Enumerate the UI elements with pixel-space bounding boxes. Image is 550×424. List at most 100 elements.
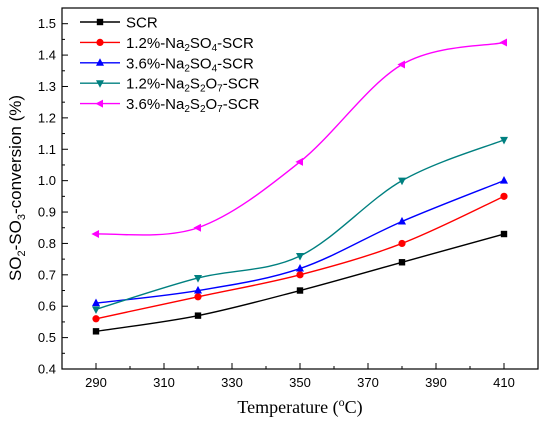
y-axis-title-part: SO bbox=[6, 256, 25, 281]
data-point bbox=[295, 157, 303, 166]
y-tick-label: 0.6 bbox=[38, 299, 56, 314]
y-tick-label: 1.4 bbox=[38, 48, 56, 63]
legend-text-part: S bbox=[190, 76, 200, 93]
data-point bbox=[398, 239, 406, 248]
legend-text-part: -SCR bbox=[223, 76, 260, 93]
data-point bbox=[500, 230, 508, 238]
legend-subscript: 7 bbox=[217, 84, 223, 95]
data-point bbox=[296, 271, 304, 279]
y-tick-label: 1.5 bbox=[38, 16, 56, 31]
legend-text-part: O bbox=[206, 96, 218, 113]
legend-item: 1.2%-Na2SO4-SCR bbox=[80, 35, 254, 54]
series-line bbox=[95, 180, 505, 304]
y-tick-label: 0.9 bbox=[38, 205, 56, 220]
legend-text-part: 1.2%-Na bbox=[126, 76, 185, 93]
legend-text-part: -SCR bbox=[223, 96, 260, 113]
data-point bbox=[500, 176, 508, 184]
x-tick-label: 330 bbox=[221, 375, 243, 390]
data-point bbox=[91, 230, 99, 239]
legend-subscript: 2 bbox=[184, 104, 190, 115]
axis-titles: Temperature (oC)SO2-SO3-conversion (%) bbox=[6, 95, 363, 418]
x-tick-label: 290 bbox=[85, 375, 107, 390]
x-tick-label: 370 bbox=[357, 375, 379, 390]
legend-text-part: O bbox=[206, 76, 218, 93]
x-tick-label: 410 bbox=[493, 375, 515, 390]
y-axis-title-part: -SO bbox=[6, 220, 25, 250]
legend-label: 1.2%-Na2SO4-SCR bbox=[126, 35, 254, 54]
data-point bbox=[397, 60, 405, 69]
series-5 bbox=[91, 38, 507, 239]
y-tick-label: 0.4 bbox=[38, 362, 56, 377]
legend-subscript: 2 bbox=[200, 84, 206, 95]
data-point bbox=[499, 38, 507, 47]
legend-marker bbox=[96, 80, 104, 88]
legend: SCR1.2%-Na2SO4-SCR3.6%-Na2SO4-SCR1.2%-Na… bbox=[80, 15, 260, 115]
data-point bbox=[398, 216, 406, 225]
data-point bbox=[194, 312, 202, 319]
data-point bbox=[194, 274, 202, 283]
x-tick-label: 390 bbox=[425, 375, 447, 390]
data-point bbox=[92, 328, 100, 335]
y-tick-label: 1.2 bbox=[38, 110, 56, 125]
legend-label: 3.6%-Na2SO4-SCR bbox=[126, 55, 254, 74]
legend-item: 1.2%-Na2S2O7-SCR bbox=[80, 76, 260, 95]
data-point bbox=[398, 259, 406, 266]
data-point bbox=[296, 263, 304, 272]
legend-item: 3.6%-Na2S2O7-SCR bbox=[80, 96, 260, 115]
y-tick-label: 1.1 bbox=[38, 142, 56, 157]
legend-subscript: 7 bbox=[217, 104, 223, 115]
y-tick-label: 1.0 bbox=[38, 173, 56, 188]
x-axis-title: Temperature (oC) bbox=[237, 395, 362, 418]
x-axis-title-sup: o bbox=[339, 395, 345, 409]
data-point bbox=[296, 287, 304, 294]
legend-subscript: 2 bbox=[184, 43, 190, 54]
series-1 bbox=[92, 230, 508, 335]
data-point bbox=[194, 293, 202, 301]
legend-text-part: S bbox=[190, 96, 200, 113]
legend-label: 3.6%-Na2S2O7-SCR bbox=[126, 96, 260, 115]
legend-subscript: 4 bbox=[212, 43, 218, 54]
series-4 bbox=[92, 136, 508, 314]
legend-text-part: 1.2%-Na bbox=[126, 35, 185, 52]
y-tick-label: 0.8 bbox=[38, 236, 56, 251]
legend-label: SCR bbox=[126, 15, 158, 32]
series-line bbox=[95, 233, 505, 333]
legend-subscript: 2 bbox=[184, 63, 190, 74]
legend-text-part: SO bbox=[190, 55, 212, 72]
y-tick-label: 0.5 bbox=[38, 330, 56, 345]
data-point bbox=[193, 223, 201, 232]
legend-subscript: 4 bbox=[212, 63, 218, 74]
data-point bbox=[92, 298, 100, 307]
legend-item: SCR bbox=[80, 15, 158, 32]
legend-subscript: 2 bbox=[184, 84, 190, 95]
legend-text-part: SCR bbox=[126, 15, 158, 32]
legend-item: 3.6%-Na2SO4-SCR bbox=[80, 55, 254, 74]
y-tick-label: 1.3 bbox=[38, 79, 56, 94]
y-axis-title-subscript: 2 bbox=[16, 250, 28, 256]
legend-label: 1.2%-Na2S2O7-SCR bbox=[126, 76, 260, 95]
data-point bbox=[92, 306, 100, 314]
legend-marker bbox=[96, 38, 104, 47]
y-axis-title-part: -conversion (%) bbox=[6, 95, 25, 214]
data-point bbox=[500, 136, 508, 145]
series-line bbox=[95, 139, 505, 311]
data-point bbox=[92, 315, 100, 323]
legend-marker bbox=[96, 58, 104, 66]
series-3 bbox=[92, 176, 508, 307]
x-tick-label: 310 bbox=[153, 375, 175, 390]
legend-marker bbox=[95, 99, 103, 108]
legend-text-part: 3.6%-Na bbox=[126, 96, 185, 113]
data-point bbox=[296, 252, 304, 261]
legend-subscript: 2 bbox=[200, 104, 206, 115]
data-point bbox=[500, 192, 508, 200]
legend-marker bbox=[96, 18, 104, 26]
x-axis-title-main: Temperature ( bbox=[237, 397, 338, 418]
y-tick-label: 0.7 bbox=[38, 267, 56, 282]
series-group bbox=[91, 38, 508, 335]
legend-text-part: 3.6%-Na bbox=[126, 55, 185, 72]
legend-text-part: -SCR bbox=[217, 35, 254, 52]
legend-text-part: -SCR bbox=[217, 55, 254, 72]
series-2 bbox=[92, 192, 508, 323]
y-axis-title-subscript: 3 bbox=[16, 214, 28, 220]
